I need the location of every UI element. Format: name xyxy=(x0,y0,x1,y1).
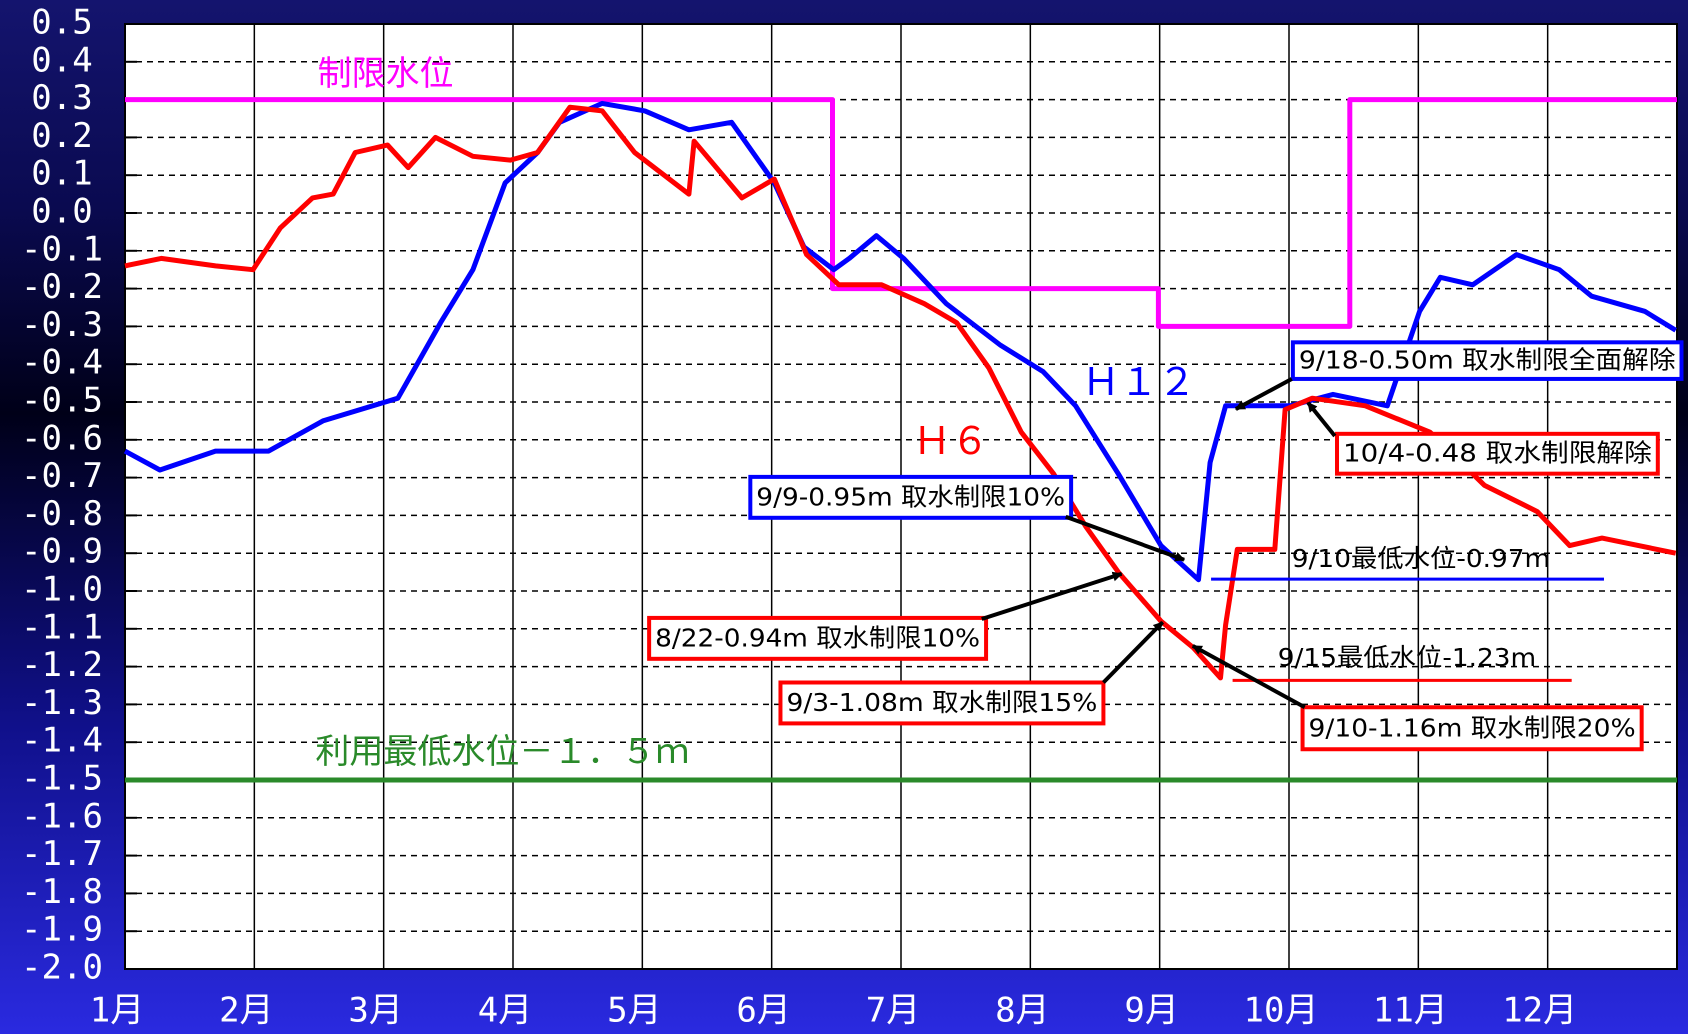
annotation-arrow xyxy=(1101,620,1165,684)
series-label: 制限水位 xyxy=(318,54,454,94)
annotation: 9/15最低水位-1.23m xyxy=(1278,643,1536,672)
annotation: 9/10最低水位-0.97m xyxy=(1292,544,1550,573)
y-tick-label: -1.8 xyxy=(21,872,103,912)
x-tick-label: 4月 xyxy=(478,991,532,1031)
y-tick-label: -1.7 xyxy=(21,834,103,874)
annotation: 9/10-1.16m 取水制限20% xyxy=(1309,713,1636,742)
annotation: 10/4-0.48 取水制限解除 xyxy=(1343,439,1652,468)
y-tick-label: -1.4 xyxy=(21,721,103,761)
series-line xyxy=(123,100,1678,583)
y-tick-label: -1.6 xyxy=(21,796,103,836)
x-tick-label: 10月 xyxy=(1244,991,1319,1031)
annotation-box xyxy=(1335,431,1660,476)
annotation-arrow xyxy=(1234,377,1293,411)
plot-border xyxy=(124,23,1678,970)
x-tick-label: 8月 xyxy=(995,991,1049,1031)
y-tick-label: 0.2 xyxy=(31,116,92,156)
annotation-box xyxy=(778,680,1106,726)
y-tick-label: -0.6 xyxy=(21,418,103,458)
annotation-box xyxy=(1300,705,1644,752)
series-line xyxy=(124,104,1677,681)
x-tick-label: 6月 xyxy=(736,991,790,1031)
y-tick-label: -0.1 xyxy=(21,229,103,269)
annotation: 8/22-0.94m 取水制限10% xyxy=(655,623,980,652)
annotation-box xyxy=(748,474,1074,520)
x-tick-label: 1月 xyxy=(90,991,144,1031)
series-label: Ｈ６ xyxy=(913,419,989,463)
annotation: 9/9-0.95m 取水制限10% xyxy=(756,482,1065,511)
y-tick-label: -1.1 xyxy=(21,607,103,647)
series-label: 利用最低水位－１．５ｍ xyxy=(315,732,689,772)
x-tick-label: 9月 xyxy=(1124,991,1178,1031)
y-tick-label: -1.0 xyxy=(21,570,103,610)
annotation-box xyxy=(647,615,989,661)
x-tick-label: 7月 xyxy=(866,991,920,1031)
y-tick-label: -0.7 xyxy=(21,456,103,496)
y-tick-label: -2.0 xyxy=(21,948,103,988)
y-tick-label: -1.5 xyxy=(21,759,103,799)
x-tick-label: 12月 xyxy=(1502,991,1577,1031)
annotation-arrow xyxy=(1306,401,1337,438)
annotation-arrow xyxy=(981,571,1123,621)
x-tick-label: 11月 xyxy=(1373,991,1448,1031)
x-tick-label: 2月 xyxy=(219,991,273,1031)
annotation-arrow xyxy=(1191,644,1306,710)
y-tick-label: 0.4 xyxy=(31,40,92,80)
annotation: 9/18-0.50m 取水制限全面解除 xyxy=(1299,346,1676,375)
series-line xyxy=(125,97,1677,329)
y-tick-label: -0.3 xyxy=(21,305,103,345)
y-tick-label: -0.9 xyxy=(21,532,103,572)
y-tick-label: -0.5 xyxy=(21,381,103,421)
annotation: 9/3-1.08m 取水制限15% xyxy=(786,688,1097,717)
y-tick-label: -1.2 xyxy=(21,645,103,685)
y-tick-label: 0.3 xyxy=(31,78,92,118)
y-tick-label: -0.8 xyxy=(21,494,103,534)
y-tick-label: -0.4 xyxy=(21,343,103,383)
y-tick-label: 0.0 xyxy=(31,192,92,232)
y-tick-label: 0.1 xyxy=(31,154,92,194)
x-tick-label: 3月 xyxy=(348,991,402,1031)
annotation-box xyxy=(1290,340,1684,381)
y-tick-label: -1.3 xyxy=(21,683,103,723)
series-label: Ｈ１２ xyxy=(1082,360,1196,404)
y-tick-label: 0.5 xyxy=(31,3,92,43)
y-tick-label: -0.2 xyxy=(21,267,103,307)
y-tick-label: -1.9 xyxy=(21,910,103,950)
x-tick-label: 5月 xyxy=(607,991,661,1031)
annotation-arrow xyxy=(1065,514,1186,562)
